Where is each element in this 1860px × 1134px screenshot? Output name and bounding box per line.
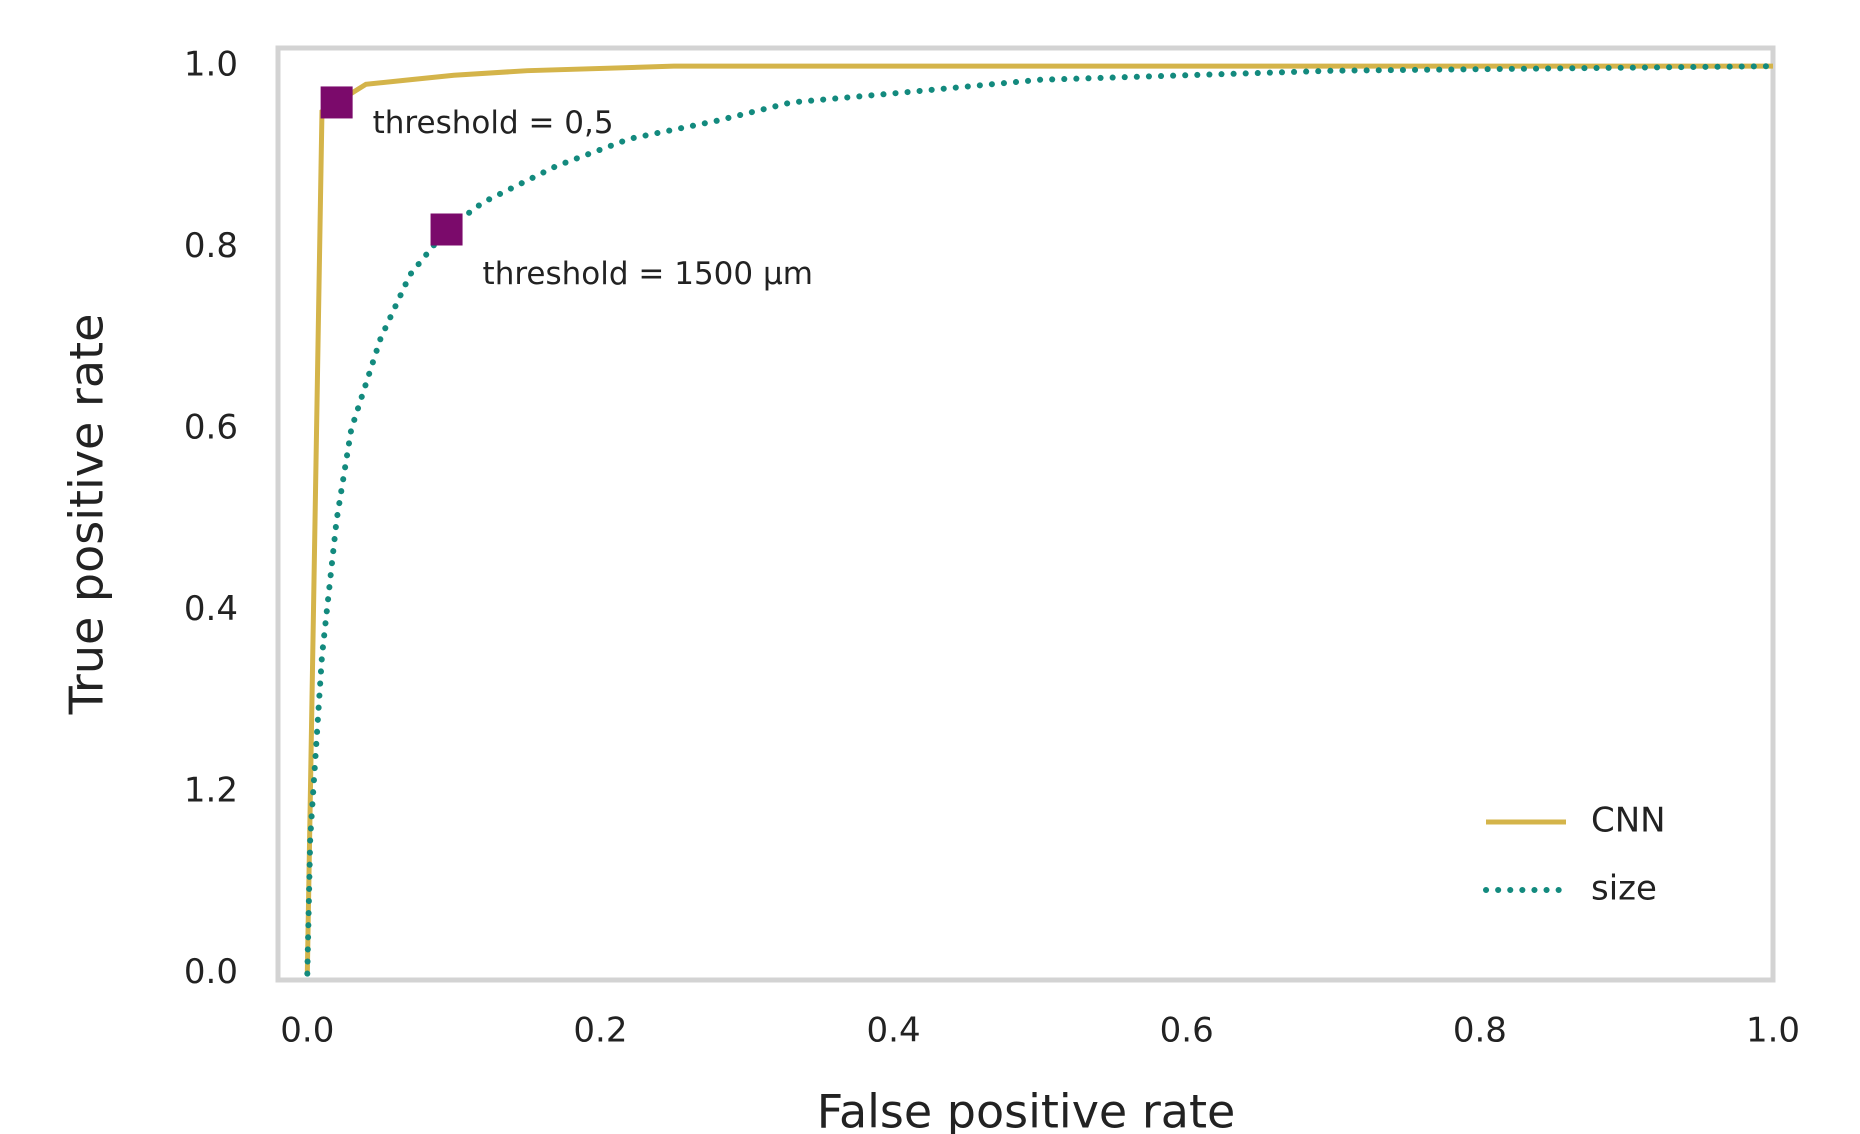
- y-tick-label: 0.6: [184, 408, 238, 448]
- x-tick-label: 0.8: [1453, 1011, 1507, 1051]
- y-axis-label: True positive rate: [60, 314, 114, 716]
- legend-label: size: [1591, 869, 1657, 909]
- x-tick-label: 0.4: [867, 1011, 921, 1051]
- threshold-marker: [320, 86, 353, 119]
- roc-curve: [304, 63, 1776, 977]
- annotation: threshold = 1500 µm: [483, 256, 813, 292]
- legend-label: CNN: [1591, 801, 1666, 841]
- y-tick-label: 0.8: [184, 226, 238, 266]
- x-tick-label: 0.0: [280, 1011, 334, 1051]
- plot-frame: [275, 45, 1776, 983]
- x-tick-label: 1.0: [1746, 1011, 1800, 1051]
- threshold-marker: [430, 213, 463, 246]
- annotation: threshold = 0,5: [373, 105, 614, 141]
- y-tick-label: 1.2: [184, 771, 238, 811]
- y-tick-label: 0.0: [184, 952, 238, 992]
- y-tick-label: 0.4: [184, 589, 238, 629]
- roc-curve: [304, 63, 1773, 974]
- x-tick-label: 0.6: [1160, 1011, 1214, 1051]
- x-axis-label: False positive rate: [817, 1085, 1236, 1134]
- x-tick-label: 0.2: [573, 1011, 627, 1051]
- y-tick-label: 1.0: [184, 45, 238, 85]
